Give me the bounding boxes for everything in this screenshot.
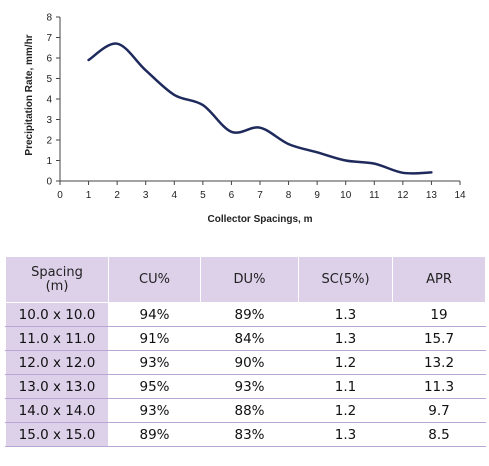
header-spacing-line2: (m)	[45, 278, 69, 294]
x-tick-label: 9	[314, 190, 320, 201]
x-tick-label: 0	[57, 190, 63, 201]
cell-cu: 89%	[108, 422, 201, 447]
header-du: DU%	[200, 256, 299, 303]
cell-spacing: 14.0 x 14.0	[5, 398, 109, 423]
x-tick-label: 3	[143, 190, 149, 201]
y-tick-label: 4	[46, 95, 52, 106]
table-header-row: Spacing (m) CU% DU% SC(5%) APR	[5, 256, 486, 303]
cell-apr: 9.7	[392, 398, 486, 423]
table-row: 15.0 x 15.0 89% 83% 1.3 8.5	[5, 422, 486, 447]
y-tick-label: 3	[46, 115, 52, 126]
y-tick-label: 5	[46, 74, 52, 85]
y-tick-label: 2	[46, 136, 52, 147]
cell-cu: 91%	[108, 326, 201, 351]
table-row: 12.0 x 12.0 93% 90% 1.2 13.2	[5, 350, 486, 375]
cell-apr: 8.5	[392, 422, 486, 447]
y-axis-label: Precipitation Rate, mm/hr	[24, 34, 35, 155]
cell-sc: 1.3	[298, 302, 393, 327]
header-spacing: Spacing (m)	[5, 256, 109, 303]
x-tick-label: 8	[286, 190, 292, 201]
x-axis-label: Collector Spacings, m	[207, 214, 312, 225]
cell-spacing: 10.0 x 10.0	[5, 302, 109, 327]
cell-sc: 1.3	[298, 326, 393, 351]
x-tick-label: 10	[340, 190, 352, 201]
cell-spacing: 11.0 x 11.0	[5, 326, 109, 351]
y-tick-label: 0	[46, 177, 52, 188]
cell-sc: 1.2	[298, 398, 393, 423]
cell-spacing: 12.0 x 12.0	[5, 350, 109, 375]
y-tick-label: 6	[46, 54, 52, 65]
cell-apr: 13.2	[392, 350, 486, 375]
cell-du: 89%	[200, 302, 299, 327]
cell-du: 83%	[200, 422, 299, 447]
cell-apr: 15.7	[392, 326, 486, 351]
header-spacing-line1: Spacing	[31, 264, 83, 280]
cell-spacing: 13.0 x 13.0	[5, 374, 109, 399]
cell-du: 88%	[200, 398, 299, 423]
x-axis-ticks: 0 1 2 3 4 5 6 7 8 9 10 11 12 13 14	[57, 181, 466, 201]
x-tick-label: 2	[114, 190, 120, 201]
x-tick-label: 1	[86, 190, 92, 201]
y-tick-label: 8	[46, 13, 52, 24]
cell-cu: 93%	[108, 350, 201, 375]
cell-spacing: 15.0 x 15.0	[5, 422, 109, 447]
table-row: 13.0 x 13.0 95% 93% 1.1 11.3	[5, 374, 486, 399]
y-tick-label: 1	[46, 156, 52, 167]
cell-du: 90%	[200, 350, 299, 375]
cell-cu: 93%	[108, 398, 201, 423]
header-apr: APR	[392, 256, 486, 303]
cell-du: 84%	[200, 326, 299, 351]
x-tick-label: 14	[454, 190, 466, 201]
x-tick-label: 11	[369, 190, 380, 201]
cell-cu: 94%	[108, 302, 201, 327]
header-sc: SC(5%)	[298, 256, 393, 303]
cell-apr: 19	[392, 302, 486, 327]
y-axis-ticks: 0 1 2 3 4 5 6 7 8	[46, 13, 60, 188]
x-tick-label: 12	[397, 190, 409, 201]
x-tick-label: 6	[229, 190, 235, 201]
cell-sc: 1.2	[298, 350, 393, 375]
x-tick-label: 4	[172, 190, 178, 201]
cell-sc: 1.1	[298, 374, 393, 399]
cell-cu: 95%	[108, 374, 201, 399]
cell-apr: 11.3	[392, 374, 486, 399]
table-row: 11.0 x 11.0 91% 84% 1.3 15.7	[5, 326, 486, 351]
y-tick-label: 7	[46, 33, 52, 44]
spacing-results-table: Spacing (m) CU% DU% SC(5%) APR 10.0 x 10…	[5, 256, 486, 447]
cell-sc: 1.3	[298, 422, 393, 447]
table-row: 14.0 x 14.0 93% 88% 1.2 9.7	[5, 398, 486, 423]
table-row: 10.0 x 10.0 94% 89% 1.3 19	[5, 302, 486, 327]
x-tick-label: 7	[257, 190, 263, 201]
x-tick-label: 5	[200, 190, 206, 201]
spacing-table-container: Spacing (m) CU% DU% SC(5%) APR 10.0 x 10…	[5, 256, 486, 447]
header-cu: CU%	[108, 256, 201, 303]
cell-du: 93%	[200, 374, 299, 399]
x-tick-label: 13	[426, 190, 438, 201]
series-line-precipitation-rate	[87, 42, 433, 175]
